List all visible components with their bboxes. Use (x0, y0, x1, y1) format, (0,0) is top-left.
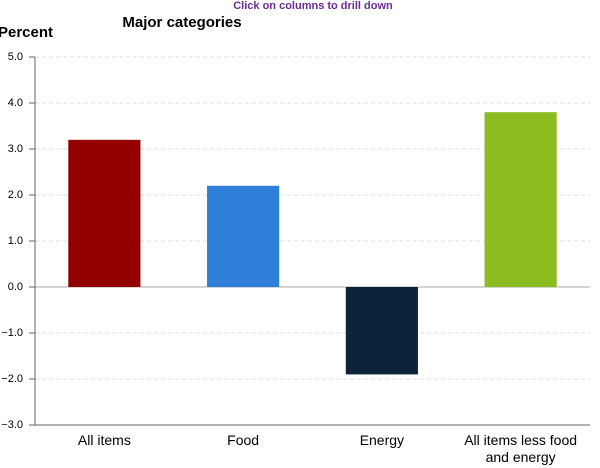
y-tick-label: 5.0 (8, 51, 23, 63)
bar[interactable] (207, 185, 280, 287)
x-tick-label: All items (77, 432, 131, 448)
y-tick-label: 4.0 (8, 97, 23, 109)
bar[interactable] (484, 112, 557, 287)
x-tick-label: Energy (359, 432, 405, 448)
x-tick-label: Food (227, 432, 260, 448)
bar[interactable] (345, 287, 418, 375)
y-tick-label: 3.0 (8, 143, 23, 155)
y-tick-label: 0.0 (8, 281, 23, 293)
y-tick-label: −2.0 (1, 373, 23, 385)
y-tick-label: −1.0 (1, 327, 23, 339)
y-tick-label: 2.0 (8, 189, 23, 201)
y-axis-label: Percent (0, 24, 53, 41)
chart-subtitle: Click on columns to drill down (233, 0, 393, 12)
y-tick-label: −3.0 (1, 419, 23, 431)
y-tick-label: 1.0 (8, 235, 23, 247)
bar[interactable] (68, 139, 141, 287)
chart-title: Major categories (122, 14, 241, 31)
x-tick-label: All items less food and energy (464, 432, 578, 465)
